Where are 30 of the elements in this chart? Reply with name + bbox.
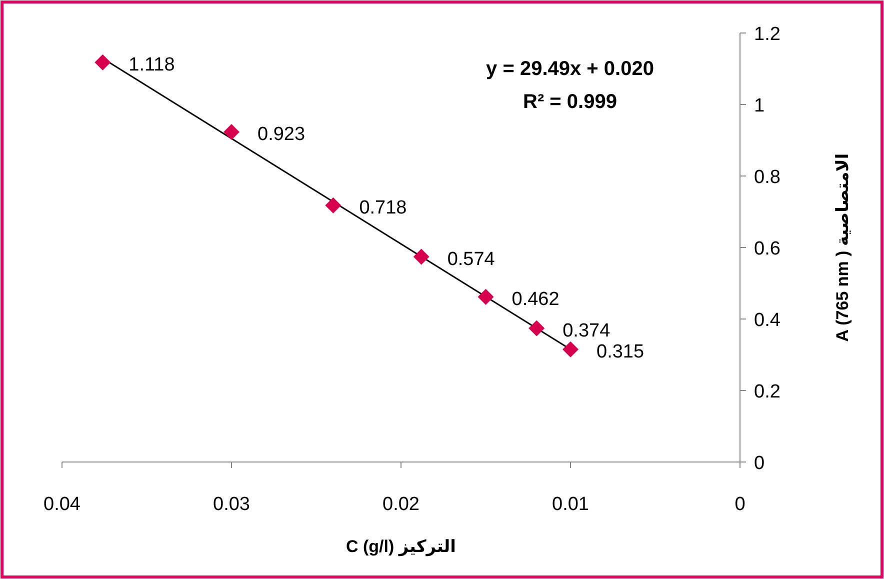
y-tick-label: 0.2 xyxy=(754,382,780,402)
data-label: 0.462 xyxy=(512,288,560,310)
y-tick-label: 1 xyxy=(754,96,765,116)
y-tick-label: 0.6 xyxy=(754,238,780,260)
x-tick-label: 0.04 xyxy=(44,494,81,515)
y-tick-label: 1.2 xyxy=(754,24,780,45)
point xyxy=(224,124,240,140)
annotation: y = 29.49x + 0.020 xyxy=(486,58,654,80)
x-tick-label: 0.03 xyxy=(213,494,250,515)
data-label: 0.923 xyxy=(258,124,306,146)
x-tick-label: 0 xyxy=(734,494,746,515)
point xyxy=(528,320,545,336)
x-tick-label: 0.01 xyxy=(552,494,589,515)
data-label: 0.315 xyxy=(596,341,644,362)
point xyxy=(478,288,494,305)
x-axis-title: C (g/l) التركيز xyxy=(346,537,456,557)
point xyxy=(413,248,430,265)
point xyxy=(562,341,578,358)
data-label: 0.574 xyxy=(447,248,496,270)
data-label: 0.374 xyxy=(562,320,611,342)
data-label: 1.118 xyxy=(128,54,175,76)
point xyxy=(94,54,111,70)
data-label: 0.718 xyxy=(359,197,407,218)
point xyxy=(325,197,342,214)
y-tick-label: 0 xyxy=(754,453,765,474)
annotation: R² = 0.999 xyxy=(523,91,617,113)
y-tick-label: 0.8 xyxy=(754,167,780,188)
y-axis-title: A (765 nm ) الامتصاصية xyxy=(833,153,852,342)
y-tick-label: 0.4 xyxy=(754,310,781,331)
x-tick-label: 0.02 xyxy=(382,494,420,515)
